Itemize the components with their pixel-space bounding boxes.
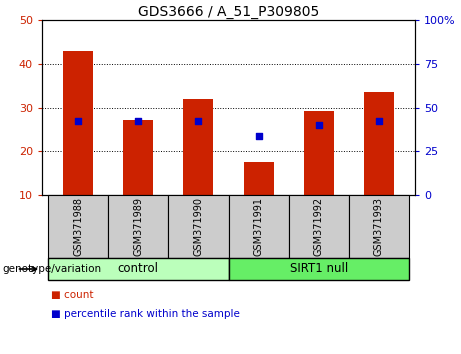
Text: GSM371989: GSM371989 bbox=[133, 197, 143, 256]
Bar bbox=[289, 195, 349, 258]
Text: SIRT1 null: SIRT1 null bbox=[290, 263, 348, 275]
Text: ■ count: ■ count bbox=[51, 290, 94, 300]
Text: ■ percentile rank within the sample: ■ percentile rank within the sample bbox=[51, 309, 240, 319]
Text: genotype/variation: genotype/variation bbox=[2, 264, 101, 274]
Bar bbox=[243, 162, 274, 195]
Bar bbox=[349, 195, 409, 258]
Bar bbox=[168, 195, 229, 258]
Text: GSM371991: GSM371991 bbox=[254, 197, 264, 256]
Text: GSM371992: GSM371992 bbox=[314, 197, 324, 256]
Point bbox=[255, 133, 262, 139]
Bar bbox=[108, 195, 168, 258]
Bar bbox=[48, 195, 108, 258]
Point bbox=[135, 118, 142, 124]
Point bbox=[315, 122, 322, 128]
Text: GSM371990: GSM371990 bbox=[194, 197, 203, 256]
Text: control: control bbox=[118, 263, 159, 275]
Text: GSM371988: GSM371988 bbox=[73, 197, 83, 256]
Bar bbox=[48, 258, 229, 280]
Title: GDS3666 / A_51_P309805: GDS3666 / A_51_P309805 bbox=[138, 5, 319, 19]
Bar bbox=[304, 111, 334, 195]
Point bbox=[375, 118, 383, 124]
Bar bbox=[123, 120, 154, 195]
Bar bbox=[63, 51, 93, 195]
Point bbox=[74, 118, 82, 124]
Text: GSM371993: GSM371993 bbox=[374, 197, 384, 256]
Bar bbox=[229, 195, 289, 258]
Bar bbox=[183, 99, 213, 195]
Bar bbox=[229, 258, 409, 280]
Bar bbox=[364, 92, 394, 195]
Point bbox=[195, 118, 202, 124]
